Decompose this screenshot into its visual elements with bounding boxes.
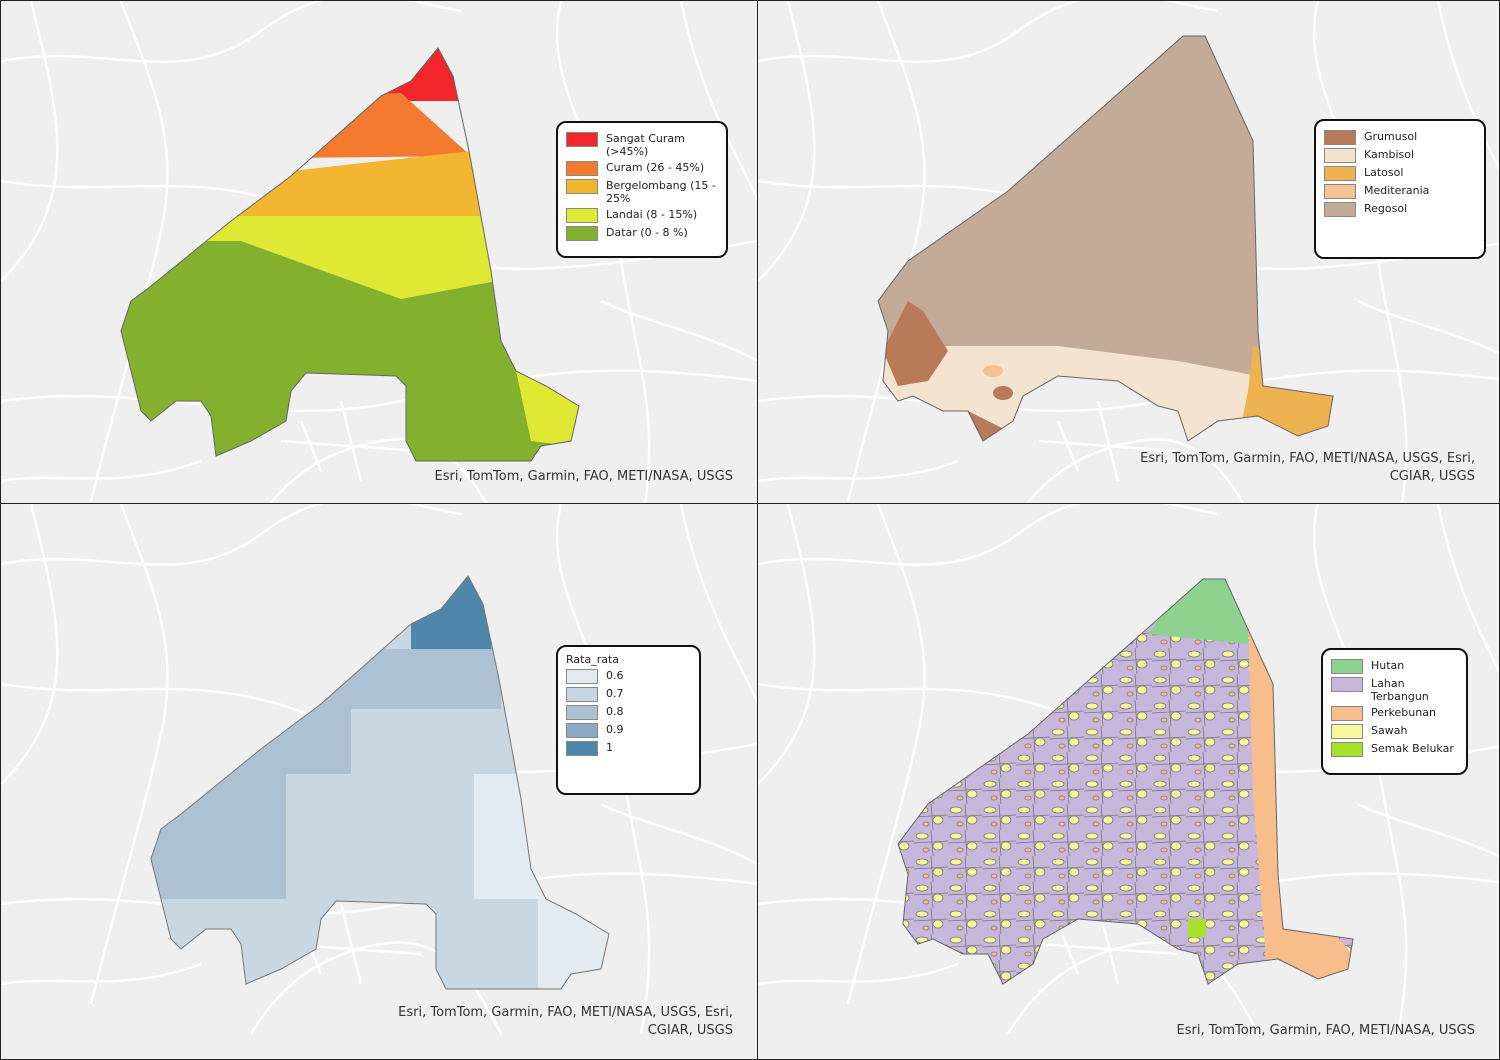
legend-label: Bergelombang (15 - 25% — [606, 179, 716, 205]
zone — [516, 371, 579, 446]
legend-label: Latosol — [1364, 166, 1404, 179]
legend-label: Semak Belukar — [1371, 742, 1454, 755]
legend-item: Regosol — [1324, 202, 1476, 217]
legend-item: 1 — [566, 741, 691, 756]
legend-item: 0.7 — [566, 687, 691, 702]
legend-item: Landai (8 - 15%) — [566, 208, 718, 223]
legend-item: Mediterania — [1324, 184, 1476, 199]
zone — [121, 151, 481, 216]
legend-swatch — [566, 132, 598, 147]
legend-item: Hutan — [1331, 659, 1458, 674]
legend-swatch — [1324, 148, 1356, 163]
legend-item: Datar (0 - 8 %) — [566, 226, 718, 241]
map — [1, 504, 757, 1036]
map — [758, 1, 1499, 503]
legend-swatch — [566, 705, 598, 720]
soil-map: Grumusol Kambisol Latosol Mediterania Regoso… — [757, 0, 1500, 504]
legend-label: Datar (0 - 8 %) — [606, 226, 688, 239]
legend-item: Kambisol — [1324, 148, 1476, 163]
legend-swatch — [1331, 706, 1363, 721]
legend-item: Latosol — [1324, 166, 1476, 181]
legend-label: 0.7 — [606, 687, 624, 700]
attribution: Esri, TomTom, Garmin, FAO, METI/NASA, US… — [1140, 451, 1475, 484]
zone — [121, 93, 471, 161]
legend-label: Lahan Terbangun — [1371, 677, 1429, 703]
legend-item: Perkebunan — [1331, 706, 1458, 721]
legend-swatch — [566, 669, 598, 684]
legend-swatch — [1324, 202, 1356, 217]
legend-label: Grumusol — [1364, 130, 1418, 143]
zone — [474, 774, 551, 899]
legend-title: Rata_rata — [566, 653, 620, 666]
legend-label: 0.6 — [606, 669, 624, 682]
zone — [491, 576, 531, 649]
legend: Rata_rata 0.6 0.7 0.8 0.9 1 — [556, 645, 701, 795]
zone — [898, 579, 1353, 984]
legend-label: Mediterania — [1364, 184, 1430, 197]
zone — [1148, 579, 1248, 644]
legend-label: 1 — [606, 741, 613, 754]
legend-swatch — [566, 687, 598, 702]
legend-label: Curam (26 - 45%) — [606, 161, 705, 174]
attribution: Esri, TomTom, Garmin, FAO, METI/NASA, US… — [398, 1005, 733, 1038]
legend: Sangat Curam (>45%) Curam (26 - 45%) Berge… — [556, 121, 728, 258]
legend-swatch — [1324, 130, 1356, 145]
legend-swatch — [566, 179, 598, 194]
legend-swatch — [1331, 724, 1363, 739]
legend-swatch — [1331, 659, 1363, 674]
legend-swatch — [566, 723, 598, 738]
slope-map: Sangat Curam (>45%) Curam (26 - 45%) Berge… — [0, 0, 758, 504]
attribution: Esri, TomTom, Garmin, FAO, METI/NASA, US… — [434, 469, 734, 484]
legend-swatch — [566, 161, 598, 176]
legend-swatch — [566, 226, 598, 241]
legend-swatch — [1324, 166, 1356, 181]
legend-item: Grumusol — [1324, 130, 1476, 145]
zone — [993, 386, 1013, 400]
legend-label: 0.8 — [606, 705, 624, 718]
average-map: Rata_rata 0.6 0.7 0.8 0.9 1 Esri, TomTom, Garm… — [0, 503, 758, 1060]
legend-label: Regosol — [1364, 202, 1408, 215]
legend-label: 0.9 — [606, 723, 624, 736]
attribution: Esri, TomTom, Garmin, FAO, METI/NASA, US… — [1176, 1023, 1476, 1038]
legend-swatch — [566, 208, 598, 223]
legend-label: Landai (8 - 15%) — [606, 208, 698, 221]
zone — [151, 649, 501, 899]
zone — [1188, 919, 1206, 937]
map — [758, 504, 1499, 1036]
legend-item: Semak Belukar — [1331, 742, 1458, 757]
legend-item: Sawah — [1331, 724, 1458, 739]
zone — [538, 899, 609, 989]
legend: Hutan Lahan Terbangun Perkebunan Sawah Semak… — [1321, 648, 1468, 775]
legend-item: Curam (26 - 45%) — [566, 161, 718, 176]
landuse-map: Hutan Lahan Terbangun Perkebunan Sawah Semak… — [757, 503, 1500, 1060]
legend: Grumusol Kambisol Latosol Mediterania Regoso… — [1314, 119, 1486, 259]
legend-item: Sangat Curam (>45%) — [566, 132, 718, 158]
zone — [411, 576, 491, 649]
legend-swatch — [1324, 184, 1356, 199]
legend-label: Sangat Curam (>45%) — [606, 132, 685, 158]
legend-item: 0.8 — [566, 705, 691, 720]
legend-label: Perkebunan — [1371, 706, 1436, 719]
legend-label: Kambisol — [1364, 148, 1415, 161]
map — [1, 1, 757, 503]
zone — [883, 301, 948, 386]
zone — [121, 48, 579, 101]
legend-swatch — [1331, 742, 1363, 757]
legend-swatch — [566, 741, 598, 756]
legend-item: Lahan Terbangun — [1331, 677, 1458, 703]
legend-label: Hutan — [1371, 659, 1405, 672]
legend-item: 0.6 — [566, 669, 691, 684]
legend-item: Bergelombang (15 - 25% — [566, 179, 718, 205]
zone — [983, 365, 1003, 377]
legend-item: 0.9 — [566, 723, 691, 738]
legend-label: Sawah — [1371, 724, 1408, 737]
zone — [1238, 346, 1333, 441]
legend-swatch — [1331, 677, 1363, 692]
